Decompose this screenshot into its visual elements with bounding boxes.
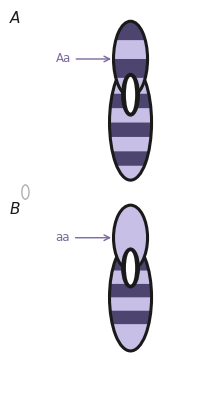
Polygon shape bbox=[113, 59, 147, 78]
Ellipse shape bbox=[125, 77, 135, 113]
Ellipse shape bbox=[109, 65, 151, 180]
Ellipse shape bbox=[122, 74, 138, 116]
Text: Aa: Aa bbox=[55, 52, 109, 66]
Polygon shape bbox=[109, 284, 151, 297]
Ellipse shape bbox=[113, 205, 147, 270]
Polygon shape bbox=[109, 122, 151, 137]
Text: B: B bbox=[9, 202, 20, 217]
Ellipse shape bbox=[109, 244, 151, 351]
Ellipse shape bbox=[113, 21, 147, 97]
Polygon shape bbox=[112, 151, 148, 166]
Polygon shape bbox=[116, 65, 144, 79]
Polygon shape bbox=[112, 257, 148, 270]
Polygon shape bbox=[110, 311, 150, 324]
Polygon shape bbox=[110, 94, 150, 108]
Ellipse shape bbox=[122, 248, 138, 287]
Polygon shape bbox=[115, 21, 145, 40]
Text: A: A bbox=[9, 11, 20, 26]
Ellipse shape bbox=[125, 251, 135, 285]
Text: aa: aa bbox=[55, 231, 109, 244]
